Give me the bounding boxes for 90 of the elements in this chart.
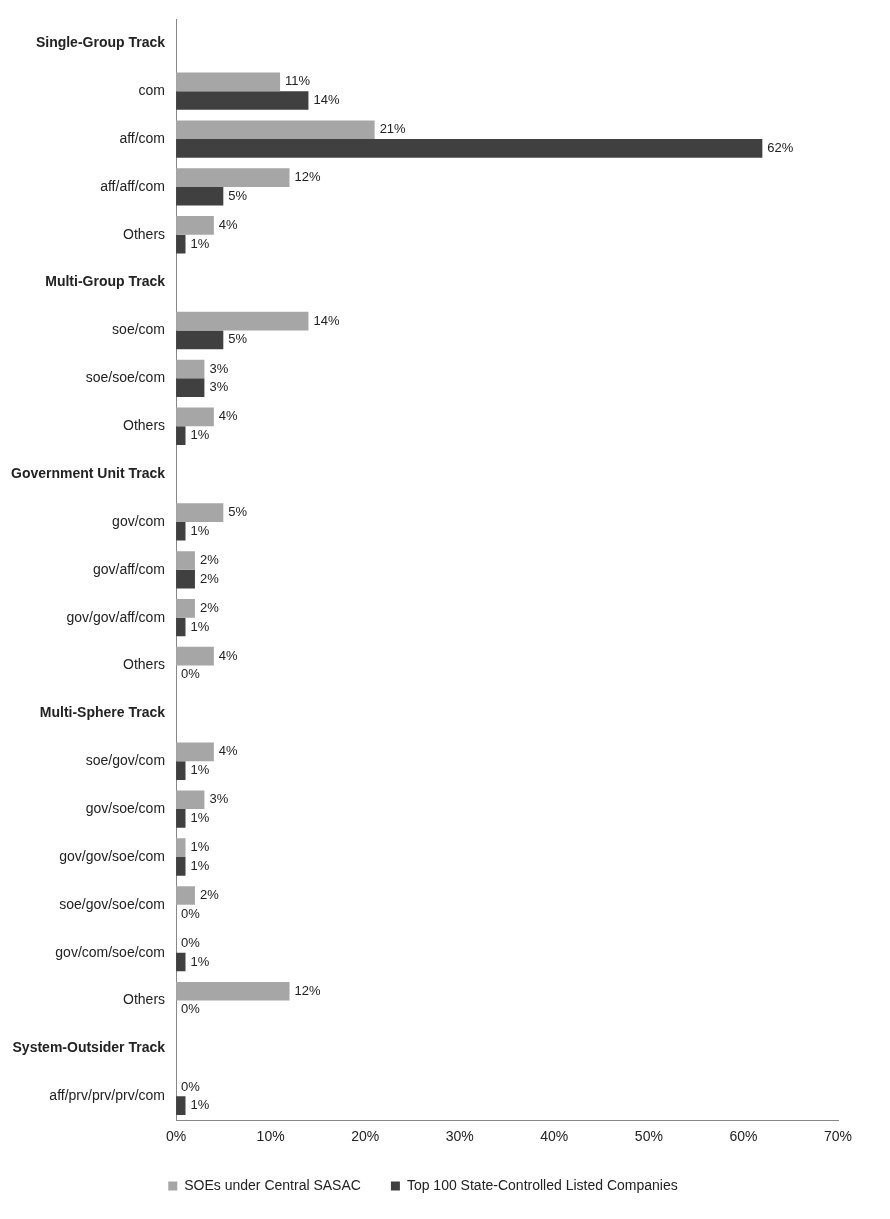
- data-label: 1%: [190, 618, 210, 634]
- x-tick-label: 50%: [634, 1128, 663, 1145]
- data-label: 0%: [181, 666, 201, 682]
- data-label: 1%: [190, 839, 210, 855]
- bar: [176, 330, 224, 350]
- y-tick-label: soe/soe/com: [85, 369, 166, 386]
- y-tick-label: System-Outsider Track: [12, 1039, 166, 1056]
- data-label: 3%: [209, 379, 229, 395]
- bar: [176, 599, 195, 618]
- data-label: 2%: [199, 599, 220, 615]
- y-tick-label: Others: [123, 991, 166, 1008]
- data-label: 14%: [313, 92, 340, 108]
- data-label: 2%: [199, 570, 220, 586]
- x-tick-label: 70%: [823, 1128, 853, 1145]
- y-tick-label: com: [138, 82, 166, 99]
- bar: [176, 359, 205, 379]
- bar: [176, 120, 375, 140]
- data-label: 12%: [294, 169, 321, 185]
- data-label: 4%: [218, 217, 239, 233]
- bar: [176, 91, 309, 110]
- bar: [176, 168, 290, 187]
- data-label: 1%: [190, 953, 210, 969]
- y-tick-label: soe/gov/com: [85, 752, 166, 769]
- data-label: 1%: [190, 810, 210, 826]
- bar: [176, 216, 214, 235]
- bar: [176, 551, 195, 570]
- data-label: 0%: [181, 905, 201, 921]
- data-label: 0%: [181, 934, 201, 950]
- data-label: 1%: [190, 427, 210, 443]
- data-label: 5%: [228, 187, 248, 203]
- bar: [176, 139, 763, 158]
- data-label: 1%: [190, 235, 210, 251]
- y-tick-label: aff/com: [119, 129, 166, 146]
- data-label: 21%: [379, 121, 407, 137]
- bar: [176, 378, 205, 398]
- data-label: 14%: [313, 312, 340, 328]
- data-label: 3%: [209, 360, 229, 376]
- data-label: 11%: [285, 73, 311, 89]
- bar: [176, 886, 195, 905]
- x-tick-label: 30%: [445, 1128, 474, 1145]
- y-tick-label: gov/gov/aff/com: [66, 608, 166, 625]
- data-label: 5%: [228, 331, 248, 347]
- data-label: 2%: [199, 552, 220, 568]
- legend-label: SOEs under Central SASAC: [184, 1176, 361, 1193]
- y-tick-label: Others: [123, 656, 166, 673]
- data-label: 4%: [218, 408, 239, 424]
- data-label: 1%: [190, 1097, 210, 1113]
- data-label: 4%: [218, 743, 239, 759]
- y-tick-label: soe/gov/soe/com: [59, 895, 166, 912]
- bar: [176, 72, 281, 92]
- x-tick-label: 40%: [540, 1128, 569, 1145]
- y-tick-label: soe/com: [112, 321, 166, 338]
- y-tick-label: gov/gov/soe/com: [59, 847, 166, 864]
- data-label: 5%: [228, 504, 248, 520]
- data-label: 62%: [767, 139, 794, 155]
- bar: [176, 407, 214, 427]
- data-label: 1%: [190, 762, 210, 778]
- bar: [176, 742, 214, 762]
- bar: [176, 311, 309, 331]
- bar: [176, 646, 214, 666]
- y-tick-label: gov/aff/com: [92, 560, 166, 577]
- data-label: 1%: [190, 857, 210, 873]
- y-tick-label: gov/com/soe/com: [55, 943, 166, 960]
- y-tick-label: Others: [123, 225, 166, 242]
- bar: [176, 569, 195, 589]
- y-tick-label: gov/soe/com: [85, 799, 166, 816]
- y-tick-label: Government Unit Track: [10, 464, 166, 481]
- data-label: 0%: [181, 1078, 201, 1094]
- data-label: 0%: [181, 1001, 201, 1017]
- y-tick-label: Single-Group Track: [35, 34, 166, 51]
- data-label: 1%: [190, 522, 210, 538]
- x-tick-label: 10%: [256, 1128, 285, 1145]
- legend-label: Top 100 State-Controlled Listed Companies: [406, 1176, 678, 1193]
- data-label: 4%: [218, 647, 239, 663]
- data-label: 12%: [294, 982, 321, 998]
- y-tick-label: aff/prv/prv/prv/com: [49, 1087, 166, 1104]
- bar: [176, 503, 224, 522]
- x-tick-label: 20%: [351, 1128, 380, 1145]
- bar: [176, 790, 205, 810]
- x-tick-label: 60%: [729, 1128, 758, 1145]
- data-label: 2%: [199, 887, 220, 903]
- y-tick-label: Multi-Sphere Track: [39, 704, 166, 721]
- bar: [176, 981, 290, 1001]
- x-tick-label: 0%: [165, 1128, 187, 1145]
- y-tick-label: aff/aff/com: [100, 177, 166, 194]
- bar: [176, 186, 224, 206]
- y-tick-label: gov/com: [112, 512, 166, 529]
- y-tick-label: Others: [123, 417, 166, 434]
- data-label: 3%: [209, 791, 229, 807]
- y-tick-label: Multi-Group Track: [45, 273, 166, 290]
